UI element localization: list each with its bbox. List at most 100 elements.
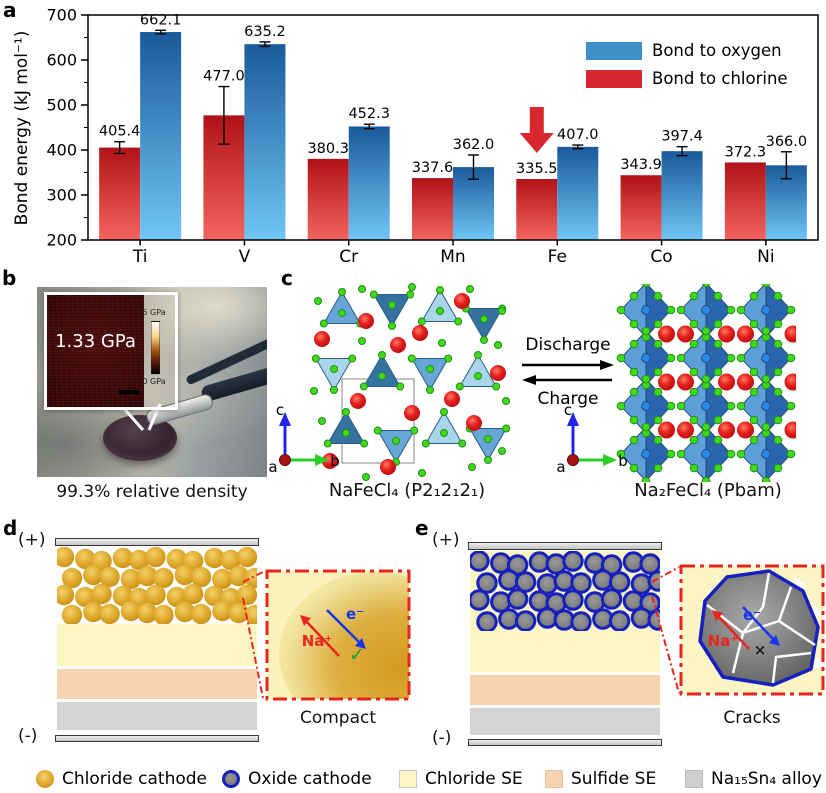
cl-atom bbox=[616, 353, 626, 363]
cross-mark: × bbox=[753, 641, 767, 659]
inset-leader-lines bbox=[242, 571, 264, 699]
cl-atom bbox=[417, 317, 426, 326]
fe-atom bbox=[761, 305, 771, 315]
legend-item: Oxide cathode bbox=[222, 769, 372, 789]
na-atom bbox=[466, 415, 482, 431]
chloride-particle bbox=[61, 604, 83, 624]
cl-atom bbox=[359, 382, 368, 391]
axis-c-label: c bbox=[276, 402, 284, 419]
cl-atom bbox=[749, 387, 759, 397]
chloride-particle bbox=[236, 584, 257, 606]
bar-oxygen-Ti bbox=[140, 32, 182, 241]
cl-atom bbox=[676, 353, 686, 363]
cl-atom bbox=[653, 435, 663, 445]
chloride-particle bbox=[91, 583, 112, 605]
cl-atom bbox=[749, 435, 759, 445]
cl-atom bbox=[736, 305, 746, 315]
crystal-structure-nafecl4 bbox=[310, 283, 511, 481]
chart-legend-swatch bbox=[586, 70, 642, 88]
value-label: 362.0 bbox=[453, 137, 495, 153]
na-ion-label: Na⁺ bbox=[707, 632, 739, 650]
legend-label: Sulfide SE bbox=[571, 769, 657, 789]
na-ion-arrow bbox=[718, 616, 750, 650]
electrode-bottom bbox=[55, 735, 259, 742]
chloride-particle bbox=[145, 584, 166, 606]
chloride-particle bbox=[244, 567, 257, 589]
cl-atom bbox=[492, 382, 501, 391]
na-atom bbox=[490, 365, 506, 381]
chloride-particle bbox=[137, 602, 158, 624]
cl-atom bbox=[468, 463, 476, 471]
x-tick-label: Ni bbox=[757, 247, 774, 267]
cl-atom bbox=[701, 326, 711, 336]
panel-e-label: e bbox=[415, 516, 429, 540]
cl-atom bbox=[773, 387, 783, 397]
chloride-particle bbox=[57, 547, 75, 568]
cl-atom bbox=[761, 476, 771, 482]
cl-atom bbox=[749, 463, 759, 473]
chloride-particle bbox=[228, 602, 249, 624]
chloride-particle bbox=[182, 583, 204, 605]
axis-b-label: b bbox=[330, 452, 340, 470]
cl-atom bbox=[494, 341, 502, 349]
inset-leader-lines bbox=[651, 566, 680, 694]
na-atom bbox=[677, 325, 694, 343]
chloride-particle bbox=[190, 566, 212, 588]
cl-atom bbox=[641, 374, 651, 384]
fecl4-tetrahedron bbox=[458, 354, 498, 387]
na-ion-label: Na⁺ bbox=[301, 632, 333, 650]
bar-chlorine-Ti bbox=[99, 147, 141, 240]
panel-a-label: a bbox=[3, 0, 17, 22]
sulfide-se-swatch bbox=[545, 770, 563, 788]
value-label: 372.3 bbox=[725, 144, 767, 160]
cl-atom bbox=[378, 351, 386, 359]
na-atom bbox=[358, 313, 374, 329]
chloride-particle bbox=[204, 547, 225, 569]
cl-atom bbox=[773, 415, 783, 425]
cl-atom bbox=[761, 326, 771, 336]
chloride-particle bbox=[129, 549, 150, 571]
chloride-particle bbox=[99, 566, 120, 588]
electrode-bottom bbox=[468, 739, 662, 746]
chloride-particle bbox=[174, 564, 195, 586]
oxide-particle bbox=[570, 611, 592, 631]
cl-atom bbox=[689, 415, 699, 425]
cl-atom bbox=[629, 319, 639, 329]
cl-atom bbox=[629, 463, 639, 473]
cl-atom bbox=[749, 319, 759, 329]
chloride-particle bbox=[220, 549, 241, 571]
cl-atom bbox=[330, 386, 338, 394]
cl-atom bbox=[773, 319, 783, 329]
oxide-cathode-swatch bbox=[222, 770, 240, 788]
positive-terminal: (+) bbox=[432, 530, 460, 550]
cl-atom bbox=[396, 382, 405, 391]
cl-atom bbox=[773, 339, 783, 349]
afm-inset: 1.33 GPa 5 GPa 0 GPa bbox=[44, 292, 178, 410]
na-atom bbox=[784, 373, 796, 391]
bar-chlorine-Ni bbox=[724, 162, 766, 240]
cl-atom bbox=[786, 353, 796, 363]
oxide-particle bbox=[608, 571, 631, 593]
cl-atom bbox=[454, 317, 463, 326]
cl-atom bbox=[761, 374, 771, 384]
fe-atom bbox=[701, 449, 711, 459]
chloride-particle bbox=[83, 601, 104, 623]
cl-atom bbox=[502, 397, 510, 405]
cl-atom bbox=[641, 284, 651, 288]
value-label: 335.5 bbox=[516, 161, 558, 177]
na-atom bbox=[658, 373, 675, 391]
oxide-particle bbox=[506, 588, 529, 610]
axis-b-label: b bbox=[618, 452, 628, 470]
x-tick-label: Fe bbox=[548, 247, 567, 267]
bar-chlorine-Co bbox=[620, 175, 662, 240]
chloride-se-swatch bbox=[399, 770, 417, 788]
cl-atom bbox=[311, 354, 320, 363]
x-tick-label: Mn bbox=[440, 247, 465, 267]
reaction-arrows: Discharge Charge bbox=[522, 335, 614, 409]
chart-legend-swatch bbox=[586, 42, 642, 60]
value-label: 635.2 bbox=[244, 24, 286, 40]
cl-atom bbox=[749, 291, 759, 301]
chloride-particle bbox=[153, 604, 174, 624]
cl-atom bbox=[713, 319, 723, 329]
cl-atom bbox=[319, 319, 328, 328]
